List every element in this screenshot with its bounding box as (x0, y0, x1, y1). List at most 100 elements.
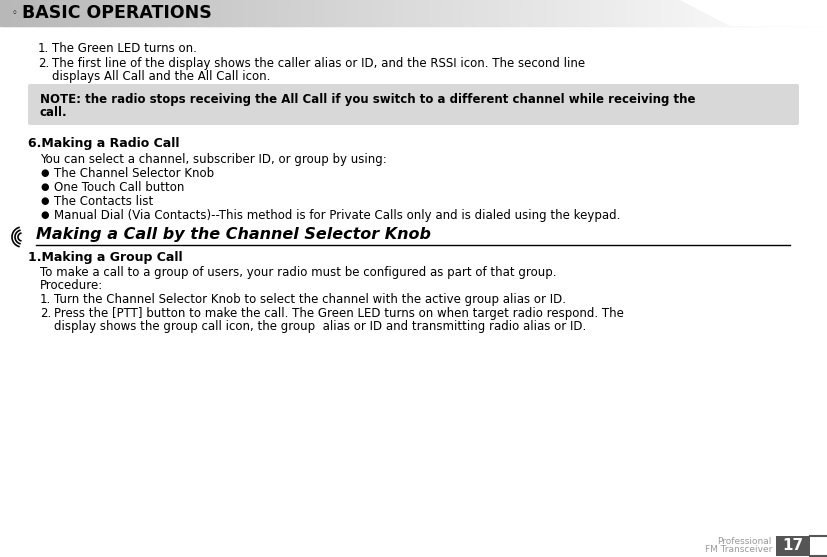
Bar (91, 0, 95, 26)
Bar (300, 0, 304, 26)
Bar (380, 0, 385, 26)
Bar (146, 0, 150, 26)
Bar (408, 0, 412, 26)
Bar (554, 0, 558, 26)
Bar (791, 0, 795, 26)
Bar (692, 0, 696, 26)
Bar (265, 0, 269, 26)
Bar (292, 0, 296, 26)
Text: NOTE: the radio stops receiving the All Call if you switch to a different channe: NOTE: the radio stops receiving the All … (40, 93, 696, 106)
Bar (160, 0, 164, 26)
Text: You can select a channel, subscriber ID, or group by using:: You can select a channel, subscriber ID,… (40, 153, 387, 166)
Bar (485, 0, 489, 26)
Bar (389, 0, 393, 26)
Bar (201, 0, 205, 26)
Bar (118, 0, 122, 26)
Bar (287, 0, 290, 26)
Bar (275, 0, 280, 26)
Bar (496, 0, 500, 26)
Bar (190, 0, 194, 26)
Text: ●: ● (40, 182, 49, 192)
Bar (634, 0, 638, 26)
Bar (58, 0, 62, 26)
Text: Turn the Channel Selector Knob to select the channel with the active group alias: Turn the Channel Selector Knob to select… (54, 293, 566, 306)
Bar (2, 0, 7, 26)
Bar (606, 0, 610, 26)
Bar (52, 0, 56, 26)
Bar (383, 0, 387, 26)
Bar (689, 0, 693, 26)
Bar (590, 0, 594, 26)
Bar (521, 0, 525, 26)
Bar (786, 0, 790, 26)
Bar (138, 0, 141, 26)
Bar (33, 0, 37, 26)
Bar (573, 0, 577, 26)
Bar (480, 0, 484, 26)
Bar (72, 0, 75, 26)
Bar (11, 0, 15, 26)
Bar (143, 0, 147, 26)
Bar (17, 0, 21, 26)
Bar (535, 0, 538, 26)
Bar (364, 0, 368, 26)
Bar (151, 0, 155, 26)
Bar (639, 0, 643, 26)
Bar (568, 0, 571, 26)
Bar (734, 0, 737, 26)
Bar (538, 0, 542, 26)
Bar (209, 0, 213, 26)
Bar (788, 0, 792, 26)
Bar (242, 0, 246, 26)
Bar (769, 0, 773, 26)
Bar (515, 0, 519, 26)
Bar (623, 0, 627, 26)
Bar (223, 0, 227, 26)
Bar (289, 0, 294, 26)
Bar (477, 0, 480, 26)
Bar (767, 0, 770, 26)
Bar (482, 0, 486, 26)
Bar (705, 0, 710, 26)
Bar (248, 0, 252, 26)
Bar (772, 0, 776, 26)
Bar (375, 0, 379, 26)
Bar (262, 0, 265, 26)
Bar (753, 0, 757, 26)
Bar (331, 0, 335, 26)
Text: 1.Making a Group Call: 1.Making a Group Call (28, 251, 183, 264)
Text: The Contacts list: The Contacts list (54, 195, 153, 208)
Bar (226, 0, 230, 26)
Bar (686, 0, 691, 26)
Bar (794, 0, 798, 26)
Bar (399, 0, 404, 26)
Bar (714, 0, 718, 26)
Bar (176, 0, 180, 26)
Text: FM Transceiver: FM Transceiver (705, 545, 772, 554)
Bar (411, 0, 414, 26)
Bar (540, 0, 544, 26)
FancyBboxPatch shape (28, 84, 799, 125)
Bar (612, 0, 616, 26)
Bar (213, 0, 216, 26)
Bar (808, 0, 811, 26)
Bar (719, 0, 724, 26)
Bar (609, 0, 613, 26)
Bar (25, 0, 29, 26)
Bar (135, 0, 139, 26)
Bar (750, 0, 753, 26)
Bar (695, 0, 699, 26)
Bar (85, 0, 89, 26)
Bar (777, 0, 782, 26)
Bar (320, 0, 323, 26)
Bar (598, 0, 602, 26)
Bar (312, 0, 315, 26)
Bar (761, 0, 765, 26)
Bar (736, 0, 740, 26)
Bar (141, 0, 145, 26)
Bar (31, 0, 34, 26)
Bar (776, 536, 810, 556)
Bar (672, 0, 676, 26)
Bar (800, 0, 803, 26)
Bar (370, 0, 373, 26)
